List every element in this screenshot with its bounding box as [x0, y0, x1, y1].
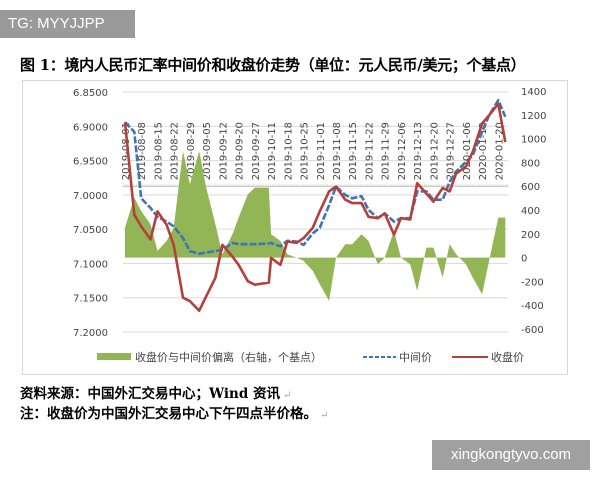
- x-axis-tick-label: 2019-08-15: [153, 122, 164, 180]
- legend-label-closing-price: 收盘价: [491, 350, 524, 364]
- right-axis-tick-label: 1400: [521, 87, 546, 98]
- x-axis-tick-label: 2019-11-22: [364, 122, 375, 180]
- right-axis-tick-label: -600: [521, 325, 544, 336]
- watermark-top: TG: MYYJJPP: [0, 10, 135, 38]
- x-axis-tick-label: 2019-10-25: [300, 122, 311, 180]
- source-note: 资料来源：中国外汇交易中心；Wind 资讯 ↵: [20, 386, 292, 402]
- x-axis-tick-label: 2020-01-06: [462, 122, 473, 180]
- central-parity-line: [124, 98, 507, 256]
- x-axis-tick-label: 2019-11-01: [316, 122, 327, 180]
- left-axis-tick-label: 7.1000: [73, 259, 108, 270]
- x-axis-tick-label: 2019-09-05: [202, 122, 213, 180]
- footnote: 注：收盘价为中国外汇交易中心下午四点半价格。 ↵: [20, 406, 329, 422]
- right-axis-tick-label: 200: [521, 230, 540, 241]
- x-axis-tick-label: 2020-01-20: [494, 122, 505, 180]
- x-axis-tick-label: 2019-12-06: [397, 122, 408, 180]
- x-axis-tick-label: 2019-11-15: [348, 122, 359, 180]
- x-axis-tick-label: 2019-08-29: [186, 122, 197, 180]
- left-axis-tick-label: 7.2000: [73, 328, 108, 339]
- chart-frame: [22, 80, 568, 375]
- left-axis-tick-label: 6.9500: [73, 157, 108, 168]
- x-axis-tick-label: 2019-11-29: [381, 122, 392, 180]
- x-axis-tick-label: 2019-08-01: [121, 122, 132, 180]
- left-axis-tick-label: 7.0000: [73, 191, 108, 202]
- x-axis-tick-label: 2019-11-08: [332, 122, 343, 180]
- legend-label-central-parity: 中间价: [399, 351, 432, 364]
- x-axis-tick-label: 2019-08-08: [137, 122, 148, 180]
- figure-title: 图 1：境内人民币汇率中间价和收盘价走势（单位：元人民币/美元；个基点）: [20, 56, 526, 74]
- footnote-text: 注：收盘价为中国外汇交易中心下午四点半价格。: [20, 406, 317, 422]
- left-axis-tick-label: 7.1500: [73, 294, 108, 305]
- left-axis-tick-label: 6.8500: [73, 88, 108, 99]
- x-axis-tick-label: 2019-12-13: [413, 122, 424, 180]
- right-axis-tick-label: -400: [521, 301, 544, 312]
- x-axis-tick-label: 2019-12-27: [446, 122, 457, 180]
- x-axis-tick-label: 2019-10-11: [267, 122, 278, 180]
- closing-price-line: [123, 102, 507, 312]
- source-text: 资料来源：中国外汇交易中心；Wind 资讯: [20, 386, 281, 402]
- x-axis-tick-label: 2019-12-20: [429, 122, 440, 180]
- right-axis-tick-label: 1200: [521, 111, 546, 122]
- x-axis-tick-label: 2020-01-13: [478, 122, 489, 180]
- x-axis-tick-label: 2019-09-12: [218, 122, 229, 180]
- legend-label-deviation: 收盘价与中间价偏离（右轴，个基点）: [135, 350, 322, 364]
- right-axis-tick-label: 800: [521, 158, 540, 169]
- left-axis-tick-label: 6.9000: [73, 122, 108, 133]
- right-axis-tick-label: -200: [521, 277, 544, 288]
- left-axis-tick-label: 7.0500: [73, 225, 108, 236]
- legend-swatch-deviation: [97, 353, 131, 360]
- watermark-bottom: xingkongtyvo.com: [432, 440, 590, 470]
- right-axis-tick-label: 0: [521, 254, 527, 265]
- x-axis-tick-label: 2019-10-18: [283, 122, 294, 180]
- x-axis-tick-label: 2019-09-20: [235, 122, 246, 180]
- x-axis-tick-label: 2019-08-22: [170, 122, 181, 180]
- x-axis-tick-label: 2019-09-27: [251, 122, 262, 180]
- deviation-area: [125, 151, 506, 301]
- right-axis-tick-label: 600: [521, 182, 540, 193]
- right-axis-tick-label: 1000: [521, 135, 546, 146]
- right-axis-tick-label: 400: [521, 206, 540, 217]
